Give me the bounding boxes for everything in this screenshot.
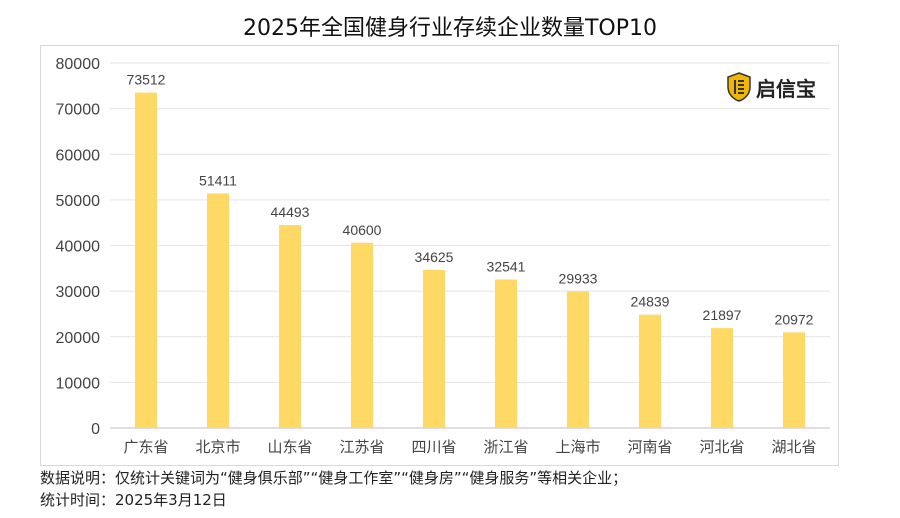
- logo: 启信宝: [726, 72, 816, 102]
- data-label: 51411: [199, 172, 237, 188]
- bar: [279, 225, 301, 428]
- bar: [423, 270, 445, 428]
- y-tick-label: 80000: [56, 56, 101, 73]
- y-tick-label: 20000: [56, 330, 101, 347]
- x-tick-label: 北京市: [195, 438, 240, 456]
- x-tick-label: 河南省: [627, 438, 672, 456]
- data-label: 40600: [343, 222, 382, 238]
- x-tick-label: 浙江省: [483, 438, 528, 456]
- chart-frame: [40, 45, 839, 466]
- bar: [207, 193, 229, 428]
- chart-title: 2025年全国健身行业存续企业数量TOP10: [242, 16, 657, 41]
- data-date: 统计时间：2025年3月12日: [40, 491, 227, 509]
- bar: [711, 328, 733, 428]
- logo-text: 启信宝: [756, 76, 816, 101]
- y-tick-label: 40000: [56, 239, 101, 256]
- data-label: 20972: [775, 311, 814, 327]
- x-tick-label: 山东省: [267, 438, 312, 456]
- bar: [135, 92, 157, 428]
- data-label: 34625: [415, 249, 454, 265]
- data-label: 29933: [559, 270, 598, 286]
- bar: [351, 242, 373, 428]
- y-tick-label: 50000: [56, 193, 101, 210]
- bar: [567, 291, 589, 428]
- x-tick-label: 上海市: [555, 438, 600, 456]
- shield-logo-icon: [727, 72, 751, 102]
- data-label: 32541: [487, 259, 526, 275]
- bar: [639, 314, 661, 428]
- x-tick-label: 四川省: [411, 438, 456, 456]
- y-tick-label: 10000: [56, 375, 101, 392]
- x-tick-label: 江苏省: [339, 438, 384, 456]
- data-description: 数据说明：仅统计关键词为“健身俱乐部”“健身工作室”“健身房”“健身服务”等相关…: [40, 469, 628, 487]
- bar: [495, 279, 517, 428]
- y-tick-label: 60000: [56, 147, 101, 164]
- y-tick-label: 70000: [56, 102, 101, 119]
- x-tick-label: 湖北省: [771, 438, 816, 456]
- data-label: 21897: [703, 307, 742, 323]
- x-tick-label: 广东省: [123, 438, 168, 456]
- y-tick-label: 0: [91, 421, 100, 438]
- x-tick-label: 河北省: [699, 438, 744, 456]
- y-tick-label: 30000: [56, 284, 101, 301]
- bar: [783, 332, 805, 428]
- data-label: 44493: [271, 204, 310, 220]
- data-label: 24839: [631, 294, 670, 310]
- data-label: 73512: [127, 72, 166, 88]
